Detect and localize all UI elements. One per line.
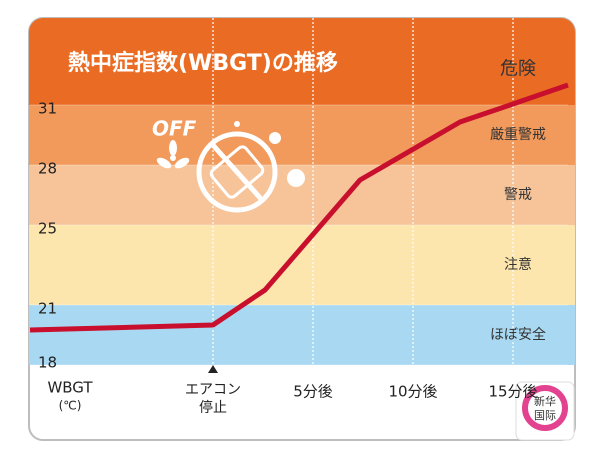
band-label: 警戒 — [504, 187, 532, 203]
band-label: ほぼ安全 — [490, 326, 546, 343]
band — [29, 225, 575, 305]
bubble — [234, 121, 240, 127]
plot — [29, 18, 569, 366]
series-line — [29, 82, 569, 333]
x-tick-label: 15分後 — [488, 383, 537, 401]
icon-label: OFF — [152, 117, 197, 141]
x-tick-label: エアコン — [185, 382, 241, 398]
x-tick-label: 停止 — [199, 399, 227, 416]
x-axis-label: (℃) — [59, 399, 82, 413]
bubble — [287, 169, 305, 187]
bubble — [269, 132, 281, 144]
ac-unit — [209, 145, 265, 199]
stop-marker — [208, 365, 218, 373]
y-tick-label: 31 — [38, 100, 57, 118]
ac-off-icon: OFF — [152, 117, 305, 213]
x-tick-label: 10分後 — [388, 383, 437, 401]
fan-icon — [156, 140, 190, 169]
band — [29, 18, 575, 105]
x-axis-label: WBGT — [47, 379, 93, 397]
band — [29, 305, 575, 365]
chart-title: 熱中症指数(WBGT)の推移 — [68, 50, 338, 76]
y-tick-label: 18 — [38, 354, 57, 372]
prohibit-circle — [196, 131, 278, 213]
watermark: 新华 国际 — [515, 381, 575, 441]
prohibit-slash — [210, 142, 264, 202]
y-tick-label: 25 — [38, 220, 57, 238]
watermark-text: 国际 — [534, 409, 556, 422]
y-tick-label: 28 — [38, 160, 57, 178]
y-tick-label: 21 — [38, 300, 57, 318]
band-label: 危険 — [500, 59, 536, 80]
band-label: 厳重警戒 — [490, 127, 546, 143]
band-label: 注意 — [504, 256, 532, 273]
watermark-text: 新华 — [534, 394, 556, 408]
x-tick-label: 5分後 — [293, 383, 333, 401]
